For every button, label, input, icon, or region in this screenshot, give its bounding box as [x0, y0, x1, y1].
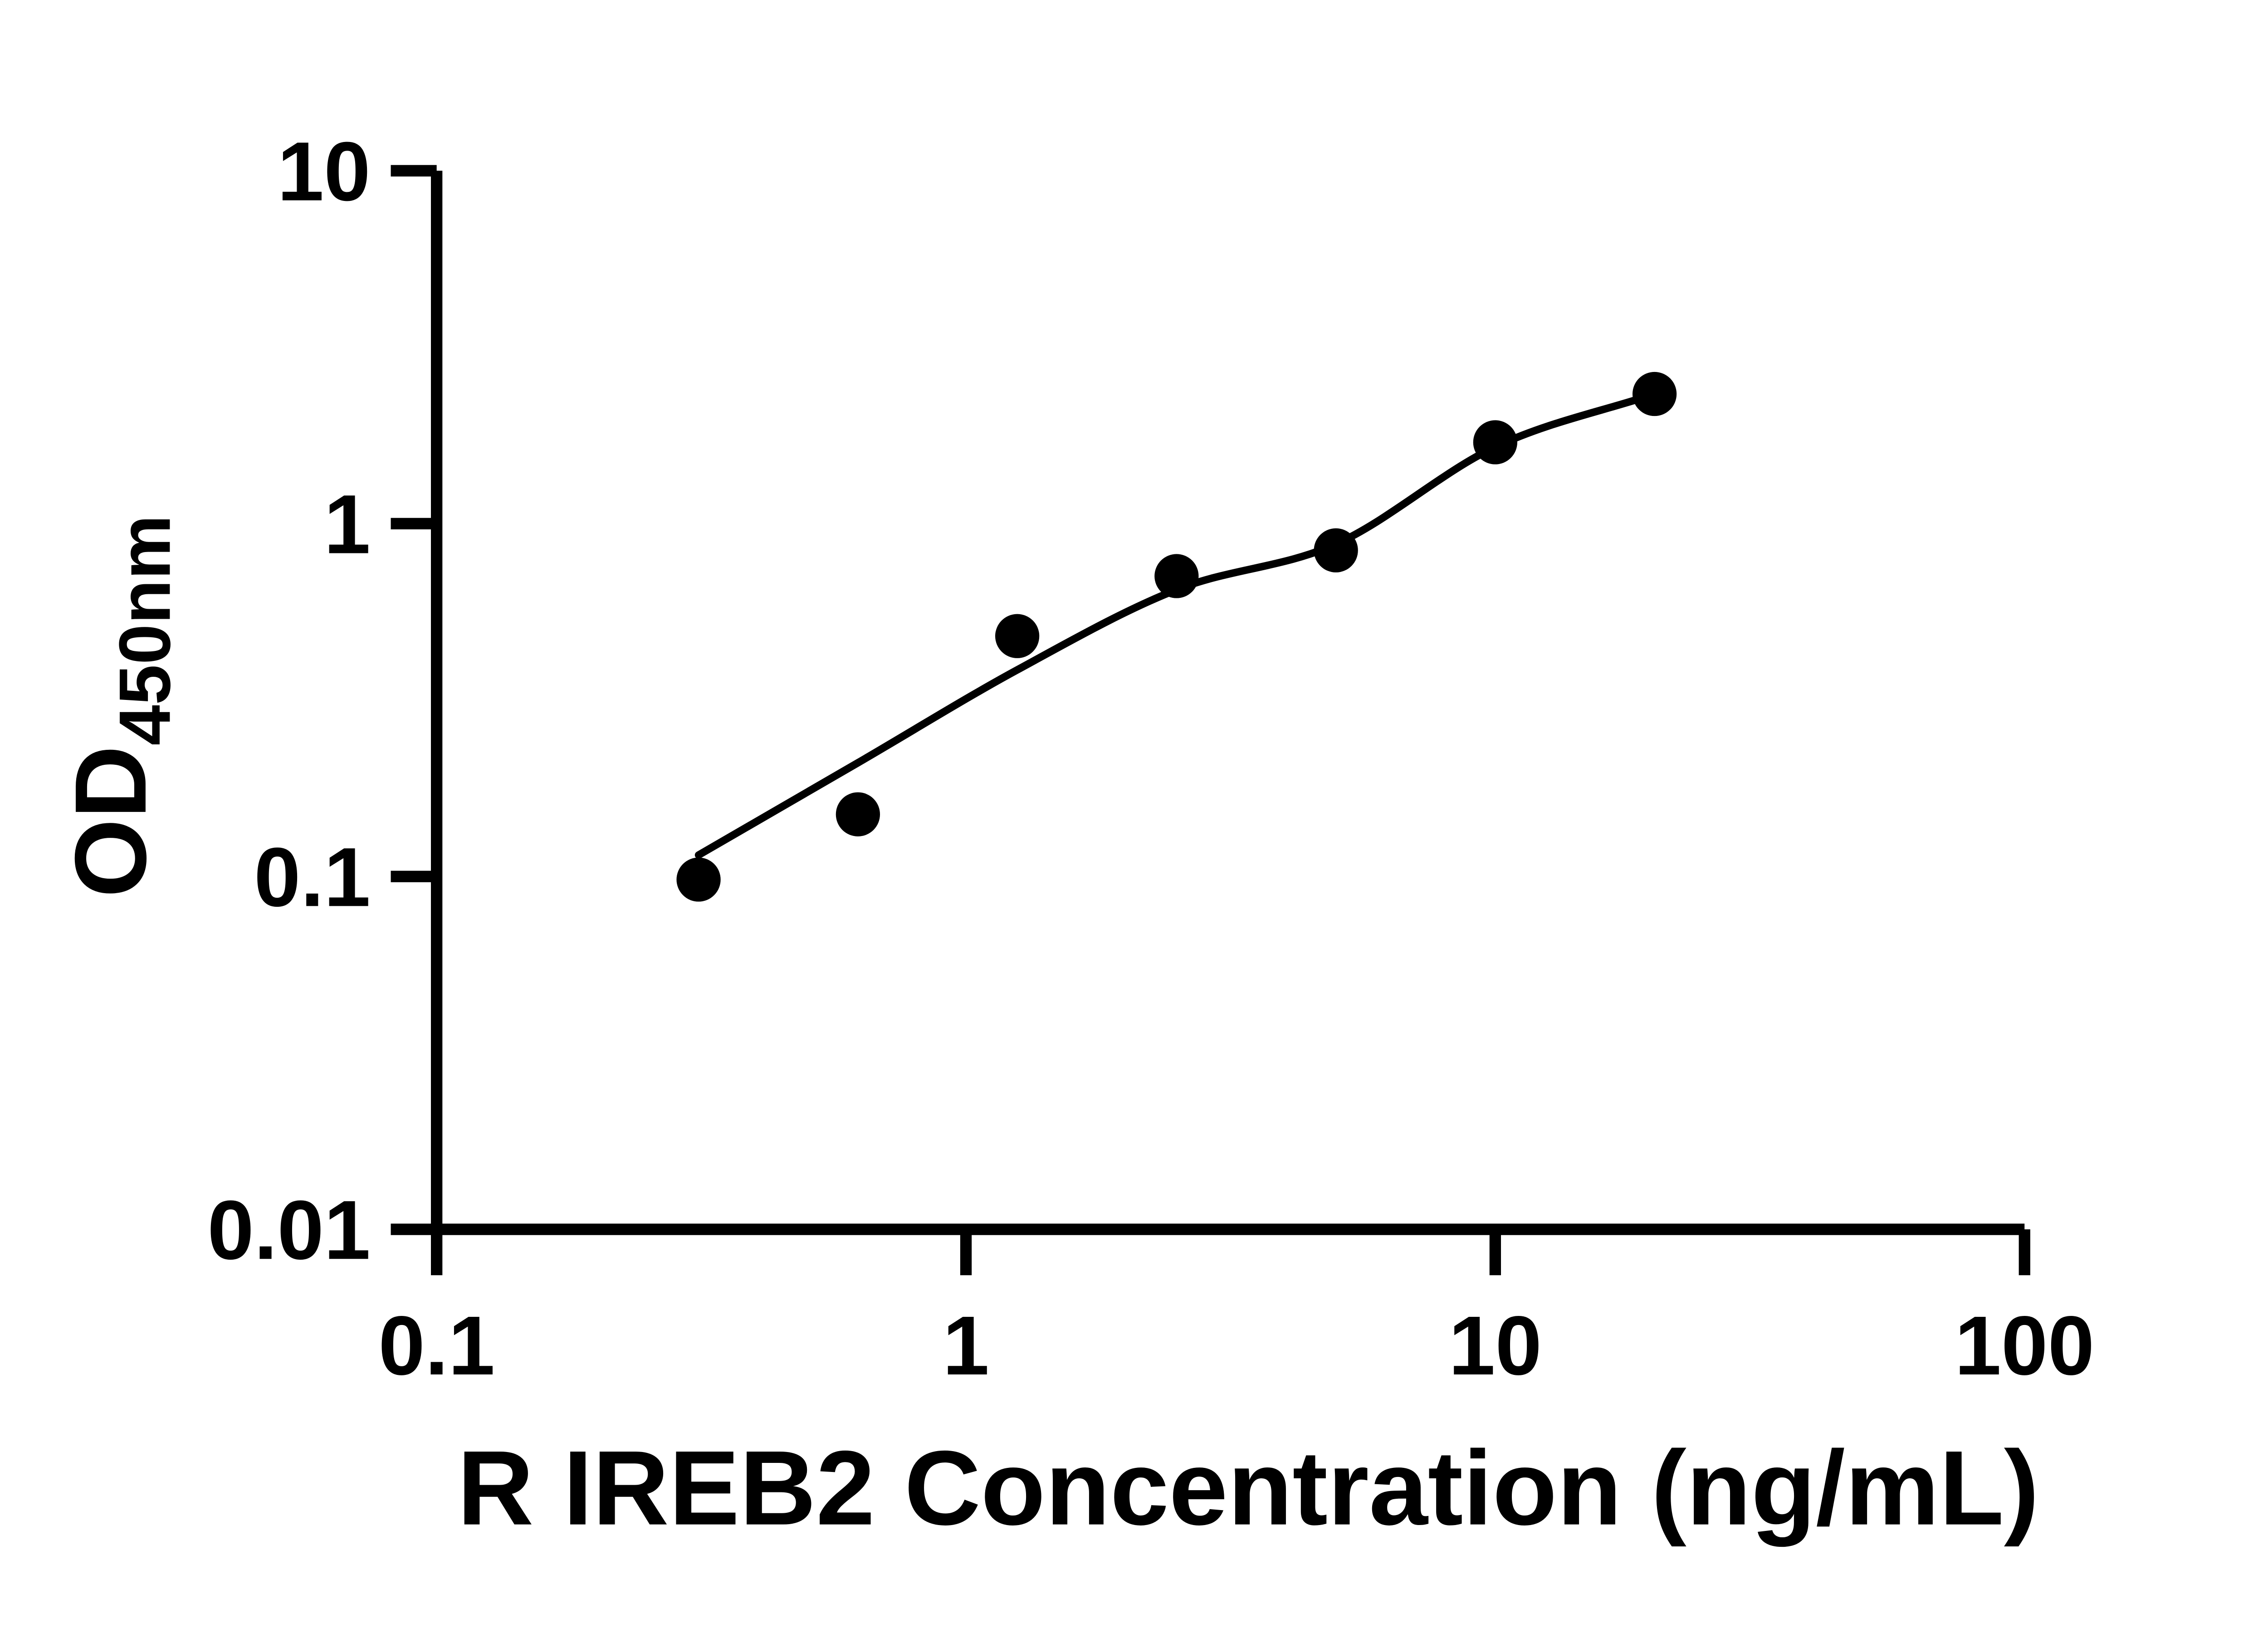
- x-tick-label: 10: [1449, 1299, 1542, 1393]
- y-axis-title: OD450nm: [54, 515, 185, 898]
- y-tick-label: 1: [324, 478, 371, 571]
- fit-curve: [694, 390, 1658, 859]
- y-axis-title-main: OD: [54, 745, 167, 897]
- data-point: [836, 792, 880, 836]
- y-axis-title-subscript: 450nm: [104, 515, 185, 745]
- data-point: [1154, 554, 1199, 598]
- x-tick-label: 0.1: [378, 1299, 495, 1393]
- axes: [391, 165, 2030, 1276]
- x-axis-tick-marks: [431, 1229, 2030, 1276]
- y-tick-label: 0.1: [254, 831, 371, 924]
- y-axis-tick-labels: 0.01 0.1 1 10: [207, 125, 371, 1277]
- x-tick-label: 100: [1955, 1299, 2094, 1393]
- data-points: [676, 372, 1677, 902]
- data-point: [1632, 372, 1677, 416]
- data-point: [995, 614, 1040, 658]
- axis-lines: [431, 171, 2025, 1235]
- y-axis-tick-marks: [391, 165, 437, 1235]
- x-tick-label: 1: [943, 1299, 989, 1393]
- data-point: [1473, 420, 1518, 464]
- y-tick-label: 10: [277, 125, 371, 219]
- x-axis-title: R IREB2 Concentration (ng/mL): [457, 1429, 2039, 1547]
- y-tick-label: 0.01: [207, 1183, 371, 1277]
- data-point: [676, 857, 721, 902]
- x-axis-tick-labels: 0.1 1 10 100: [378, 1299, 2094, 1393]
- data-point: [1314, 528, 1358, 572]
